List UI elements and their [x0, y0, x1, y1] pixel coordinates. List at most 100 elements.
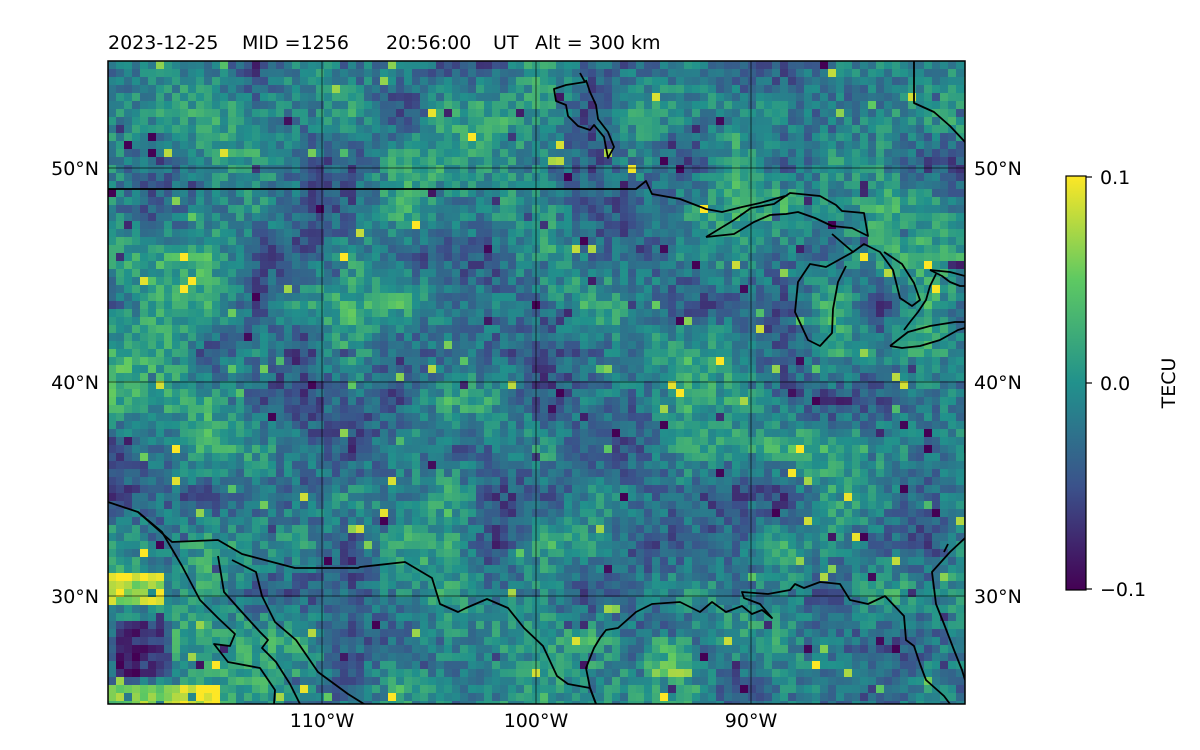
heatmap-cell	[236, 181, 245, 190]
heatmap-cell	[484, 301, 493, 310]
heatmap-cell	[700, 277, 709, 286]
heatmap-cell	[804, 205, 813, 214]
heatmap-cell	[812, 325, 821, 334]
heatmap-cell	[260, 373, 269, 382]
heatmap-cell	[172, 237, 181, 246]
heatmap-cell	[940, 325, 949, 334]
heatmap-cell	[788, 141, 797, 150]
heatmap-cell	[244, 269, 253, 278]
heatmap-cell	[732, 349, 741, 358]
heatmap-cell	[204, 197, 213, 206]
heatmap-cell	[412, 285, 421, 294]
heatmap-cell	[124, 253, 133, 262]
heatmap-cell	[292, 245, 301, 254]
heatmap-cell	[852, 189, 861, 198]
heatmap-cell	[444, 285, 453, 294]
heatmap-cell	[500, 141, 509, 150]
heatmap-cell	[636, 333, 645, 342]
heatmap-cell	[124, 261, 133, 270]
heatmap-cell	[428, 389, 437, 398]
heatmap-cell	[804, 357, 813, 366]
heatmap-cell	[484, 373, 493, 382]
heatmap-cell	[388, 301, 397, 310]
heatmap-cell	[828, 397, 837, 406]
heatmap-cell	[228, 189, 237, 198]
heatmap-cell	[172, 333, 181, 342]
heatmap-cell	[740, 205, 749, 214]
heatmap-cell	[780, 261, 789, 270]
heatmap-cell	[924, 77, 933, 86]
heatmap-cell	[468, 189, 477, 198]
heatmap-cell	[852, 293, 861, 302]
heatmap-cell	[348, 173, 357, 182]
heatmap-cell	[724, 181, 733, 190]
heatmap-cell	[548, 317, 557, 326]
heatmap-cell	[508, 173, 517, 182]
heatmap-cell	[844, 405, 853, 414]
heatmap-cell	[356, 125, 365, 134]
heatmap-cell	[132, 413, 141, 422]
heatmap-cell	[212, 189, 221, 198]
heatmap-cell	[516, 373, 525, 382]
heatmap-cell	[836, 365, 845, 374]
heatmap-cell	[764, 149, 773, 158]
heatmap-cell	[732, 197, 741, 206]
heatmap-cell	[540, 245, 549, 254]
heatmap-cell	[804, 325, 813, 334]
heatmap-cell	[524, 181, 533, 190]
heatmap-cell	[300, 421, 309, 430]
heatmap-cell	[708, 341, 717, 350]
heatmap-cell	[876, 325, 885, 334]
heatmap-cell	[316, 349, 325, 358]
heatmap-cell	[868, 397, 877, 406]
heatmap-cell	[156, 397, 165, 406]
heatmap-cell	[148, 405, 157, 414]
heatmap-cell	[956, 413, 965, 422]
heatmap-cell	[764, 173, 773, 182]
heatmap-cell	[844, 293, 853, 302]
heatmap-cell	[868, 237, 877, 246]
heatmap-cell	[148, 133, 157, 142]
heatmap-cell	[844, 365, 853, 374]
heatmap-cell	[116, 117, 125, 126]
heatmap-cell	[156, 261, 165, 270]
heatmap-cell	[860, 317, 869, 326]
heatmap-cell	[132, 197, 141, 206]
heatmap-cell	[156, 269, 165, 278]
heatmap-cell	[588, 237, 597, 246]
heatmap-cell	[388, 101, 397, 110]
heatmap-cell	[444, 93, 453, 102]
heatmap-cell	[564, 117, 573, 126]
heatmap-cell	[572, 93, 581, 102]
heatmap-cell	[644, 349, 653, 358]
heatmap-cell	[588, 397, 597, 406]
heatmap-cell	[764, 405, 773, 414]
heatmap-cell	[284, 165, 293, 174]
heatmap-cell	[204, 141, 213, 150]
heatmap-cell	[700, 269, 709, 278]
heatmap-cell	[420, 101, 429, 110]
heatmap-cell	[396, 181, 405, 190]
heatmap-cell	[500, 341, 509, 350]
heatmap-cell	[916, 205, 925, 214]
heatmap-cell	[804, 277, 813, 286]
heatmap-cell	[300, 309, 309, 318]
heatmap-cell	[884, 69, 893, 78]
heatmap-cell	[228, 69, 237, 78]
heatmap-cell	[852, 389, 861, 398]
heatmap-cell	[428, 397, 437, 406]
heatmap-cell	[260, 189, 269, 198]
heatmap-cell	[204, 301, 213, 310]
heatmap-cell	[236, 157, 245, 166]
heatmap-cell	[676, 309, 685, 318]
heatmap-cell	[188, 221, 197, 230]
heatmap-cell	[116, 317, 125, 326]
heatmap-cell	[564, 157, 573, 166]
heatmap-cell	[524, 397, 533, 406]
heatmap-cell	[484, 61, 493, 70]
heatmap-cell	[844, 165, 853, 174]
heatmap-cell	[892, 269, 901, 278]
heatmap-cell	[436, 93, 445, 102]
heatmap-cell	[340, 373, 349, 382]
heatmap-cell	[916, 173, 925, 182]
